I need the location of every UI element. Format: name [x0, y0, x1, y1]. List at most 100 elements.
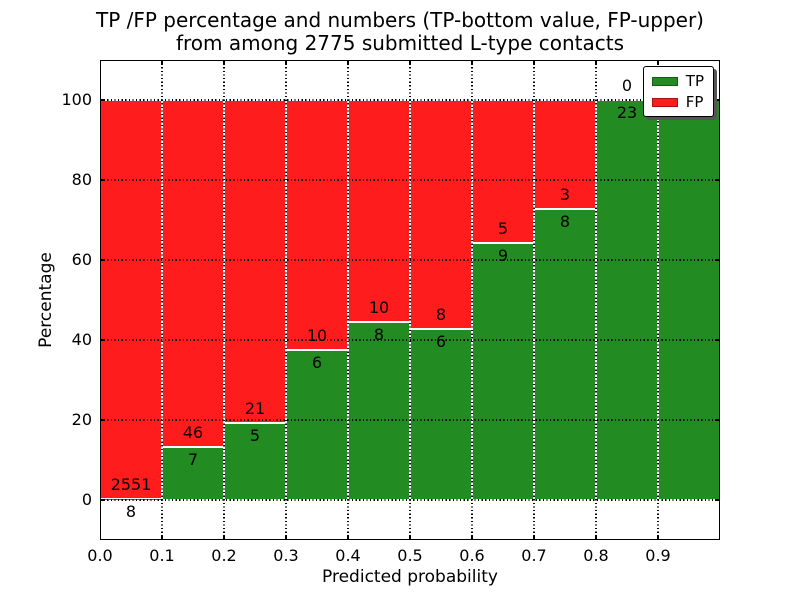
- y-tick-label: 80: [71, 170, 92, 189]
- bar-fp-segment: [286, 100, 348, 350]
- tick-mark: [409, 535, 411, 540]
- bar-fp-count-label: 10: [368, 298, 390, 318]
- y-tick-label: 0: [81, 490, 92, 509]
- tick-mark: [715, 99, 720, 101]
- bar-fp-count-label: 10: [306, 326, 328, 345]
- legend-item-tp: TP: [651, 73, 704, 89]
- tick-mark: [100, 179, 105, 181]
- legend-swatch-fp: [651, 97, 678, 107]
- y-tick-label: 40: [71, 330, 92, 349]
- tick-mark: [715, 419, 720, 421]
- bar-tp-segment: [100, 498, 162, 500]
- gridline-horizontal: [100, 259, 720, 261]
- bar-fp-count-label: 46: [182, 423, 204, 443]
- bar-fp-segment: [348, 100, 410, 323]
- x-tick-label: 0.5: [397, 546, 423, 565]
- tick-mark: [715, 499, 720, 501]
- x-tick-label: 0.9: [645, 546, 671, 565]
- x-tick-label: 0.3: [273, 546, 299, 565]
- bar-tp-count-label: 23: [616, 103, 638, 122]
- gridline-vertical: [657, 60, 659, 540]
- bar-fp-count-label: 5: [497, 218, 509, 238]
- bar-fp-count-label: 2551: [110, 474, 152, 494]
- bar-tp-count-label: 9: [497, 245, 509, 265]
- chart-title-line1: TP /FP percentage and numbers (TP-bottom…: [96, 8, 704, 32]
- gridline-vertical: [161, 60, 163, 540]
- gridline-vertical: [533, 60, 535, 540]
- tick-mark: [161, 60, 163, 65]
- chart-title: TP /FP percentage and numbers (TP-bottom…: [0, 9, 800, 55]
- tick-mark: [100, 60, 102, 65]
- tick-mark: [100, 259, 105, 261]
- tick-mark: [223, 60, 225, 65]
- gridline-vertical: [285, 60, 287, 540]
- chart-title-line2: from among 2775 submitted L-type contact…: [175, 31, 625, 55]
- gridline-vertical: [223, 60, 225, 540]
- y-tick-label: 60: [71, 250, 92, 269]
- tick-mark: [100, 419, 105, 421]
- gridline-horizontal: [100, 99, 720, 101]
- tick-mark: [223, 535, 225, 540]
- y-tick-label: 20: [71, 410, 92, 429]
- tick-mark: [471, 535, 473, 540]
- bar-fp-segment: [224, 100, 286, 424]
- bar-tp-segment: [534, 209, 596, 500]
- tick-mark: [715, 339, 720, 341]
- bar-tp-segment: [286, 350, 348, 500]
- bar-tp-count-label: 8: [125, 501, 137, 521]
- gridline-vertical: [409, 60, 411, 540]
- tick-mark: [347, 60, 349, 65]
- legend-swatch-tp: [651, 76, 678, 86]
- tick-mark: [533, 60, 535, 65]
- bar-tp-segment: [348, 322, 410, 500]
- legend-item-fp: FP: [651, 93, 704, 111]
- gridline-horizontal: [100, 499, 720, 501]
- tick-mark: [533, 535, 535, 540]
- bar-fp-count-label: 0: [621, 76, 633, 95]
- bar-fp-segment: [100, 100, 162, 499]
- gridline-vertical: [347, 60, 349, 540]
- tick-mark: [715, 259, 720, 261]
- bar-tp-count-label: 7: [187, 450, 199, 470]
- bar-tp-count-label: 8: [373, 325, 385, 345]
- bar-fp-segment: [162, 100, 224, 448]
- bar-fp-count-label: 3: [559, 185, 571, 205]
- x-tick-label: 0.0: [87, 546, 113, 565]
- bar-tp-count-label: 8: [559, 212, 571, 232]
- tick-mark: [100, 339, 105, 341]
- tick-mark: [657, 535, 659, 540]
- tick-mark: [595, 535, 597, 540]
- tick-mark: [100, 499, 105, 501]
- gridline-vertical: [471, 60, 473, 540]
- tick-mark: [471, 60, 473, 65]
- x-tick-label: 0.1: [149, 546, 175, 565]
- gridline-vertical: [595, 60, 597, 540]
- x-tick-label: 0.8: [583, 546, 609, 565]
- x-tick-label: 0.7: [521, 546, 547, 565]
- bar-tp-count-label: 5: [249, 426, 261, 446]
- bar-tp-segment: [410, 328, 472, 500]
- legend-label-fp: FP: [685, 93, 704, 111]
- tick-mark: [409, 60, 411, 65]
- legend: TP FP: [642, 66, 714, 117]
- bar-tp-segment: [596, 100, 658, 500]
- tick-mark: [285, 535, 287, 540]
- tick-mark: [347, 535, 349, 540]
- x-axis-title: Predicted probability: [322, 567, 498, 587]
- x-tick-label: 0.4: [335, 546, 361, 565]
- bar-tp-count-label: 6: [311, 353, 323, 372]
- bar-tp-count-label: 6: [435, 331, 447, 351]
- bar-fp-segment: [410, 100, 472, 329]
- gridline-horizontal: [100, 419, 720, 421]
- tick-mark: [657, 60, 659, 65]
- bar-tp-segment: [658, 100, 720, 500]
- tick-mark: [100, 99, 105, 101]
- bar-fp-count-label: 8: [435, 304, 447, 324]
- x-tick-label: 0.6: [459, 546, 485, 565]
- tick-mark: [285, 60, 287, 65]
- y-tick-label: 100: [61, 90, 92, 109]
- tick-mark: [715, 179, 720, 181]
- x-tick-label: 0.2: [211, 546, 237, 565]
